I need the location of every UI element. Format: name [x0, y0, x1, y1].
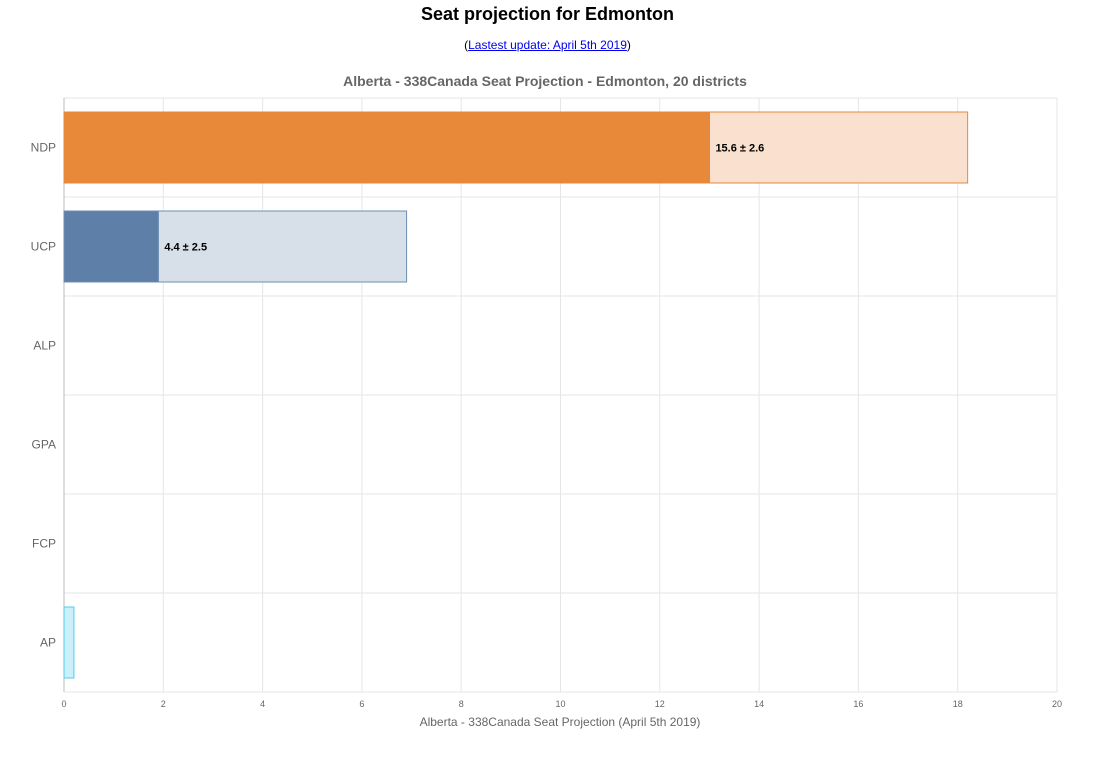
update-line: (Lastest update: April 5th 2019) [0, 38, 1095, 52]
bar-range-ucp [157, 210, 408, 283]
x-axis-label: Alberta - 338Canada Seat Projection (Apr… [420, 715, 701, 729]
x-tick-label: 20 [1052, 699, 1062, 709]
bar-range-ndp [708, 111, 969, 184]
update-prefix: ( [464, 38, 469, 52]
bar-solid-ndp [63, 111, 710, 184]
x-tick-label: 16 [853, 699, 863, 709]
x-tick-label: 2 [161, 699, 166, 709]
update-suffix: ) [626, 38, 631, 52]
x-tick-label: 8 [459, 699, 464, 709]
bar-solid-ap [63, 606, 75, 679]
x-tick-label: 6 [359, 699, 364, 709]
y-tick-label: AP [40, 636, 56, 650]
y-tick-label: UCP [31, 240, 56, 254]
bar-solid-ucp [63, 210, 159, 283]
data-label-ucp: 4.4 ± 2.5 [164, 242, 207, 254]
latest-update-link[interactable]: Lastest update: April 5th 2019 [468, 38, 627, 52]
x-tick-label: 12 [655, 699, 665, 709]
y-tick-label: GPA [32, 438, 56, 452]
x-tick-label: 14 [754, 699, 764, 709]
x-tick-label: 18 [953, 699, 963, 709]
x-tick-label: 4 [260, 699, 265, 709]
data-label-ndp: 15.6 ± 2.6 [715, 143, 764, 155]
y-tick-label: FCP [32, 537, 56, 551]
x-tick-label: 0 [61, 699, 66, 709]
x-tick-label: 10 [555, 699, 565, 709]
chart-title: Alberta - 338Canada Seat Projection - Ed… [343, 73, 747, 89]
y-tick-label: ALP [33, 339, 56, 353]
y-tick-label: NDP [31, 141, 56, 155]
page-title: Seat projection for Edmonton [420, 4, 674, 24]
